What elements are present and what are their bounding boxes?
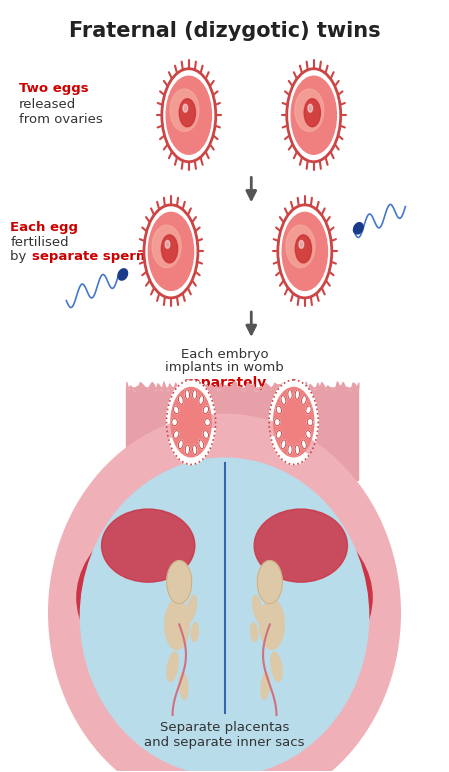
Ellipse shape — [271, 652, 282, 682]
Ellipse shape — [80, 458, 369, 772]
Ellipse shape — [302, 395, 306, 405]
Ellipse shape — [295, 89, 324, 131]
Ellipse shape — [274, 418, 280, 425]
Text: fertilised: fertilised — [10, 236, 69, 249]
Circle shape — [295, 235, 312, 263]
Circle shape — [291, 76, 336, 154]
Ellipse shape — [307, 418, 313, 425]
Ellipse shape — [165, 600, 189, 649]
Ellipse shape — [199, 395, 204, 405]
Circle shape — [171, 388, 211, 457]
Ellipse shape — [295, 445, 299, 455]
Circle shape — [179, 99, 195, 127]
Ellipse shape — [193, 390, 197, 399]
Text: Separate placentas: Separate placentas — [160, 720, 289, 733]
Ellipse shape — [167, 652, 178, 682]
Text: Fraternal (dizygotic) twins: Fraternal (dizygotic) twins — [69, 21, 380, 41]
Text: Two eggs: Two eggs — [19, 82, 89, 95]
Ellipse shape — [203, 431, 208, 438]
Ellipse shape — [77, 497, 372, 698]
Ellipse shape — [302, 440, 306, 449]
Ellipse shape — [199, 440, 204, 449]
Ellipse shape — [172, 418, 177, 425]
Ellipse shape — [306, 431, 311, 438]
Circle shape — [273, 388, 314, 457]
Circle shape — [166, 76, 211, 154]
Ellipse shape — [205, 418, 210, 425]
Ellipse shape — [178, 440, 183, 449]
Ellipse shape — [251, 623, 258, 642]
Ellipse shape — [55, 421, 394, 772]
Circle shape — [278, 205, 332, 298]
Circle shape — [167, 560, 192, 604]
Circle shape — [287, 69, 341, 161]
Ellipse shape — [261, 672, 269, 699]
Ellipse shape — [281, 440, 286, 449]
Ellipse shape — [191, 623, 198, 642]
Text: Each embryo: Each embryo — [180, 347, 269, 361]
Text: released: released — [19, 97, 76, 110]
Ellipse shape — [185, 445, 189, 455]
Ellipse shape — [152, 225, 181, 268]
Ellipse shape — [288, 445, 292, 455]
Ellipse shape — [193, 445, 197, 455]
Ellipse shape — [286, 225, 315, 268]
Text: separately: separately — [183, 376, 266, 390]
Ellipse shape — [281, 395, 286, 405]
Ellipse shape — [288, 390, 292, 399]
Ellipse shape — [254, 509, 348, 582]
Circle shape — [304, 99, 321, 127]
Circle shape — [144, 205, 198, 298]
Circle shape — [161, 235, 178, 263]
Circle shape — [167, 380, 216, 465]
Ellipse shape — [101, 509, 195, 582]
Circle shape — [308, 104, 313, 112]
Ellipse shape — [306, 406, 311, 414]
Text: separate sperm: separate sperm — [32, 250, 150, 262]
Ellipse shape — [253, 595, 263, 623]
Text: and separate inner sacs: and separate inner sacs — [144, 736, 305, 749]
Ellipse shape — [186, 595, 196, 623]
Ellipse shape — [260, 600, 284, 649]
Ellipse shape — [353, 222, 363, 234]
Circle shape — [162, 69, 216, 161]
Ellipse shape — [178, 395, 183, 405]
Circle shape — [148, 212, 194, 290]
Ellipse shape — [295, 390, 299, 399]
Ellipse shape — [276, 431, 282, 438]
Circle shape — [299, 240, 304, 249]
Ellipse shape — [180, 672, 188, 699]
Bar — [126, 388, 358, 480]
Text: implants in womb: implants in womb — [165, 361, 284, 374]
Text: from ovaries: from ovaries — [19, 113, 103, 126]
Ellipse shape — [170, 89, 199, 131]
Circle shape — [183, 104, 188, 112]
Circle shape — [257, 560, 282, 604]
Ellipse shape — [185, 390, 189, 399]
Ellipse shape — [276, 406, 282, 414]
Ellipse shape — [173, 406, 179, 414]
Ellipse shape — [203, 406, 208, 414]
Circle shape — [282, 212, 327, 290]
Circle shape — [165, 240, 170, 249]
Text: Each egg: Each egg — [10, 221, 78, 234]
Ellipse shape — [173, 431, 179, 438]
Text: by: by — [10, 250, 31, 262]
Ellipse shape — [118, 269, 128, 280]
Circle shape — [269, 380, 318, 465]
